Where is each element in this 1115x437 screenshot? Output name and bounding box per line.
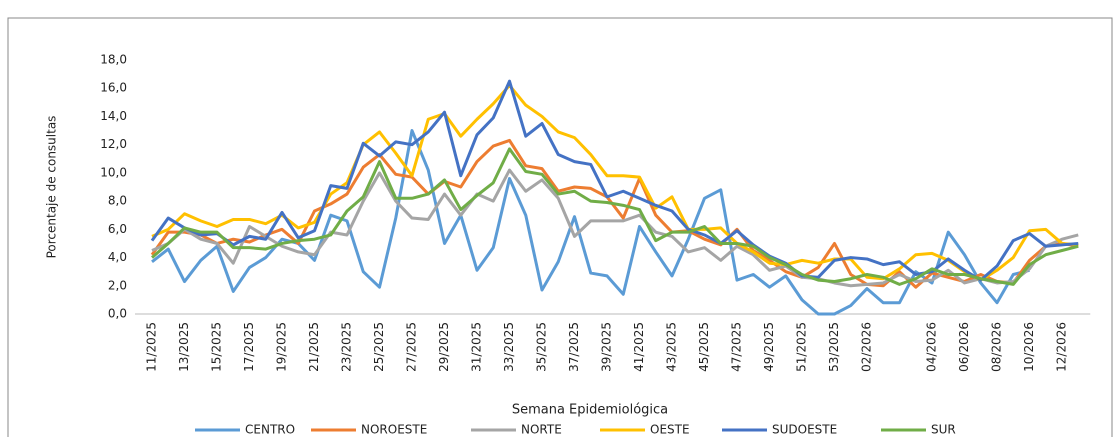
legend-label: SUDOESTE <box>772 423 837 437</box>
chart-frame <box>7 17 1113 437</box>
x-tick-label: 47/2025 <box>730 322 744 372</box>
x-tick-label: 04/2026 <box>925 322 939 372</box>
x-tick-label: 23/2025 <box>340 322 354 372</box>
series-line <box>151 83 1079 282</box>
x-tick-label: 06/2026 <box>957 322 971 372</box>
y-axis-title: Porcentaje de consultas <box>45 116 59 259</box>
y-tick-label: 10,0 <box>100 165 127 179</box>
y-tick-label: 0,0 <box>108 307 127 321</box>
series-line <box>151 147 1079 286</box>
x-tick-label: 19/2025 <box>275 322 289 372</box>
y-tick-label: 14,0 <box>100 109 127 123</box>
y-tick-label: 18,0 <box>100 53 127 67</box>
x-tick-label: 02/2026 <box>860 322 874 372</box>
x-axis-title: Semana Epidemiológica <box>512 403 668 418</box>
x-tick-label: 41/2025 <box>632 322 646 372</box>
x-tick-label: 43/2025 <box>665 322 679 372</box>
x-tick-label: 15/2025 <box>210 322 224 372</box>
y-tick-label: 16,0 <box>100 81 127 95</box>
legend-label: NORTE <box>521 423 562 437</box>
legend-label: CENTRO <box>245 423 295 437</box>
legend-label: OESTE <box>650 423 690 437</box>
x-tick-label: 45/2025 <box>697 322 711 372</box>
x-tick-label: 33/2025 <box>502 322 516 372</box>
legend-label: NOROESTE <box>361 423 427 437</box>
x-tick-label: 21/2025 <box>307 322 321 372</box>
x-tick-label: 12/2026 <box>1055 322 1069 372</box>
x-tick-label: 08/2026 <box>990 322 1004 372</box>
x-tick-label: 51/2025 <box>795 322 809 372</box>
y-tick-label: 12,0 <box>100 137 127 151</box>
x-tick-label: 49/2025 <box>762 322 776 372</box>
x-tick-label: 35/2025 <box>535 322 549 372</box>
x-tick-label: 29/2025 <box>437 322 451 372</box>
legend-label: SUR <box>931 423 956 437</box>
x-tick-label: 37/2025 <box>567 322 581 372</box>
x-tick-label: 11/2025 <box>145 322 159 372</box>
y-tick-label: 8,0 <box>108 194 127 208</box>
x-tick-label: 10/2026 <box>1022 322 1036 372</box>
series-line <box>151 168 1079 288</box>
x-tick-label: 27/2025 <box>405 322 419 372</box>
x-tick-label: 39/2025 <box>600 322 614 372</box>
y-tick-label: 2,0 <box>108 278 127 292</box>
x-tick-label: 25/2025 <box>372 322 386 372</box>
y-tick-label: 4,0 <box>108 250 127 264</box>
x-tick-label: 53/2025 <box>827 322 841 372</box>
x-tick-label: 13/2025 <box>177 322 191 372</box>
x-tick-label: 31/2025 <box>470 322 484 372</box>
x-tick-label: 17/2025 <box>242 322 256 372</box>
y-tick-label: 6,0 <box>108 222 127 236</box>
